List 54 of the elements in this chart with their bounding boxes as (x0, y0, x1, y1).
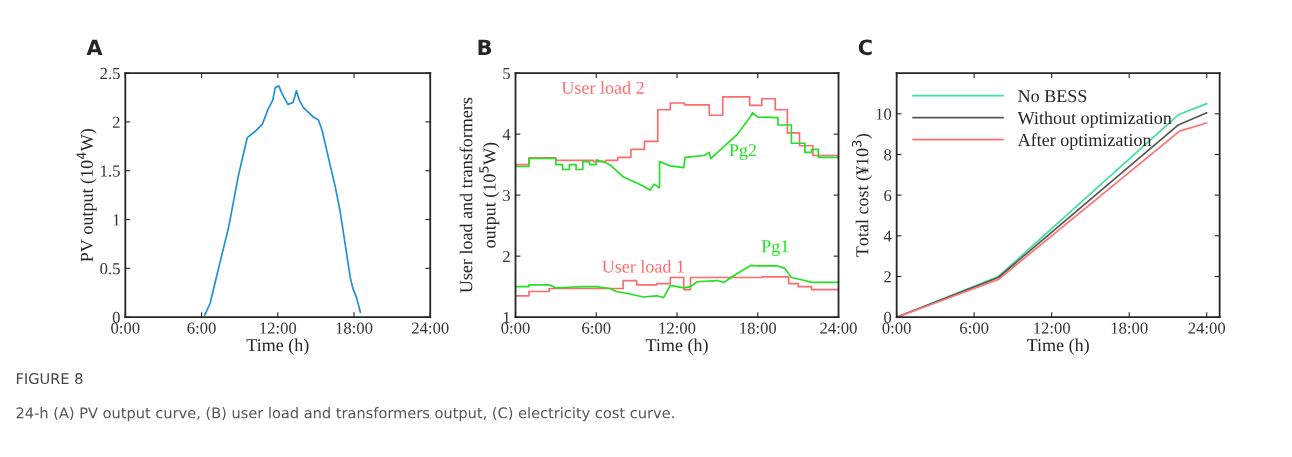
y-tick-label: 1 (503, 311, 510, 323)
series-label: User load 1 (602, 259, 684, 273)
x-axis-title: Time (h) (645, 338, 708, 355)
legend-label: After optimization (1017, 133, 1152, 150)
x-tick-label: 0:00 (882, 322, 911, 334)
chart-title: B (478, 39, 492, 55)
y-tick-label: 2 (503, 250, 510, 262)
x-tick-label: 24:00 (820, 322, 857, 334)
chart-title: C (858, 39, 872, 56)
legend-label: Without optimization (1017, 111, 1172, 128)
text: FIGURE 8 (16, 373, 83, 385)
y-tick-label: 3 (503, 189, 510, 202)
line-series (515, 96, 839, 166)
y-tick-label: 6 (884, 189, 892, 202)
x-tick-label: 12:00 (659, 322, 696, 334)
y-tick-label: 2 (884, 271, 891, 283)
x-tick-label: 12:00 (260, 322, 297, 334)
x-tick-label: 24:00 (1188, 322, 1226, 334)
y-tick-label: 0.5 (100, 263, 120, 275)
x-tick-label: 0:00 (111, 322, 140, 334)
y-tick-label: 8 (884, 149, 892, 161)
series-label: Pg1 (761, 240, 789, 257)
x-tick-label: 18:00 (1111, 322, 1148, 334)
line-series (515, 276, 839, 297)
x-tick-label: 24:00 (411, 322, 449, 334)
text: 24-h (A) PV output curve, (B) user load and transformers output, (C) electricity cost curve. (16, 407, 674, 422)
y-axis-title: User load and transformers output (10$^{5}$W) (459, 97, 500, 293)
x-tick-label: 18:00 (336, 322, 373, 334)
x-tick-label: 6:00 (960, 322, 989, 334)
x-tick-label: 12:00 (1034, 322, 1071, 334)
y-tick-label: 0 (884, 311, 892, 324)
y-axis-title: Total cost (¥10$^{3}$) (851, 133, 873, 257)
x-tick-label: 6:00 (582, 322, 611, 334)
y-tick-label: 4 (883, 230, 892, 242)
x-tick-label: 0:00 (501, 322, 530, 334)
y-axis-title: PV output (10$^{4}$W) (76, 128, 97, 262)
x-axis-title: Time (h) (1026, 338, 1089, 355)
y-tick-label: 5 (503, 67, 510, 80)
chart-title: A (86, 39, 103, 55)
x-tick-label: 6:00 (187, 322, 216, 334)
line-series (203, 84, 362, 317)
series-label: Pg2 (729, 144, 757, 160)
y-tick-label: 4 (502, 128, 511, 140)
series-label: User load 2 (561, 81, 644, 94)
legend-label: No BESS (1018, 90, 1087, 103)
y-tick-label: 1.5 (101, 165, 120, 177)
y-tick-label: 1 (113, 214, 120, 226)
y-tick-label: 10 (876, 108, 892, 120)
y-tick-label: 2.5 (100, 67, 120, 80)
y-tick-label: 0 (112, 311, 120, 324)
y-tick-label: 2 (112, 116, 120, 128)
line-series (515, 111, 839, 192)
x-tick-label: 18:00 (740, 322, 777, 334)
x-axis-title: Time (h) (246, 338, 309, 355)
